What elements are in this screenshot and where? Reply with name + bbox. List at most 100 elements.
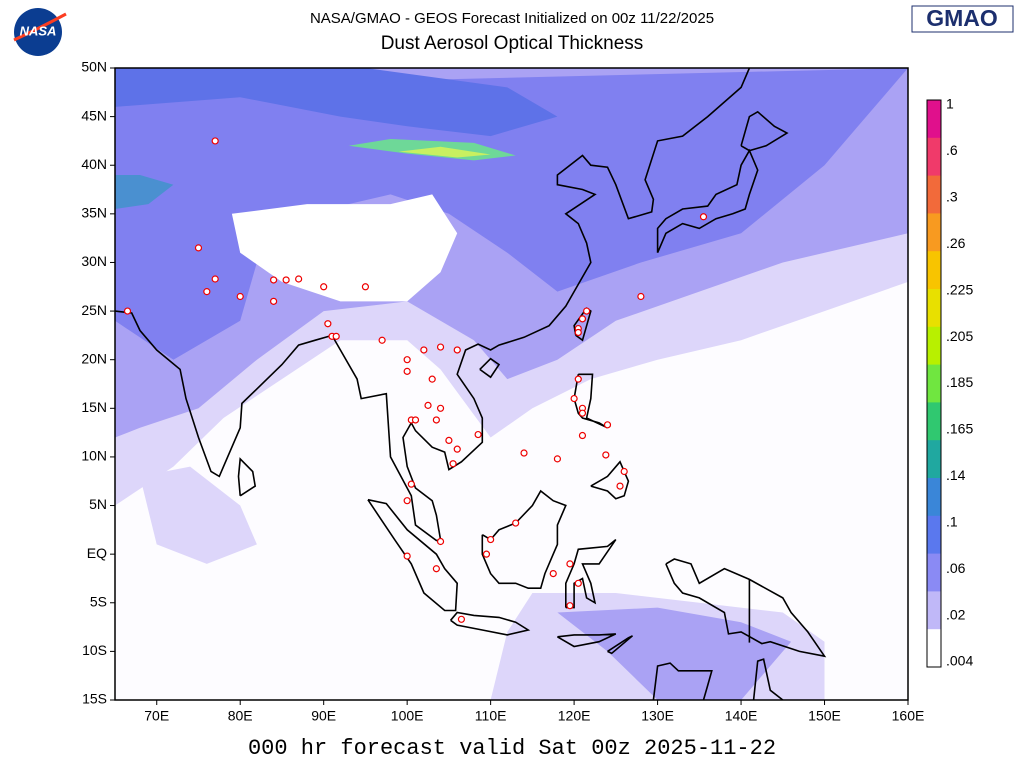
station (487, 535, 495, 544)
station (553, 455, 562, 463)
lat-label: 25N (81, 302, 107, 318)
lat-label: 10N (81, 448, 107, 464)
station (453, 346, 461, 354)
shade-region (115, 175, 174, 209)
station (378, 336, 386, 344)
colorbar-label: .185 (946, 374, 973, 390)
coastline (752, 658, 784, 700)
colorbar-label: .26 (946, 235, 966, 251)
station (403, 552, 411, 560)
nasa-logo: NASA (13, 8, 67, 56)
colorbar-label: .06 (946, 560, 966, 576)
colorbar-label: .004 (946, 653, 973, 669)
station (603, 421, 612, 429)
lon-label: 130E (641, 708, 674, 724)
colorbar-swatch (927, 251, 941, 290)
lat-label: 40N (81, 156, 107, 172)
lon-label: 110E (475, 708, 507, 724)
coastline (590, 460, 630, 500)
footer: 000 hr forecast valid Sat 00z 2025-11-22 (248, 736, 776, 761)
station (436, 343, 445, 351)
station (474, 430, 482, 439)
shade-region (398, 146, 491, 158)
shade-region (557, 607, 792, 700)
coastline (652, 662, 713, 700)
shade-region (115, 68, 908, 360)
stations (123, 137, 708, 623)
station (403, 356, 411, 364)
station (574, 375, 582, 383)
station (403, 497, 411, 505)
colorbar-label: 1 (946, 96, 954, 112)
nasa-swoosh (13, 12, 67, 42)
coastline (367, 498, 459, 612)
coastline (556, 633, 617, 648)
lon-label: 160E (892, 708, 925, 724)
map-frame (114, 67, 909, 701)
station (332, 332, 340, 340)
station (211, 275, 219, 283)
lat-label: 5S (90, 593, 107, 609)
station (432, 416, 440, 424)
coastline (115, 68, 751, 542)
lat-label: 15S (82, 691, 107, 707)
gmao-logo: GMAO (911, 5, 1014, 33)
station (445, 436, 453, 444)
station (583, 307, 591, 315)
colorbar-label: .225 (946, 281, 973, 297)
station (453, 445, 461, 453)
shade-region (231, 194, 458, 302)
lat-label: EQ (87, 545, 107, 561)
lat-label: 5N (89, 496, 107, 512)
nasa-disc (14, 8, 62, 56)
station (194, 244, 203, 252)
station (123, 307, 132, 315)
lat-label: 15N (81, 399, 107, 415)
colorbar-swatch (927, 478, 941, 517)
colorbar-swatch (927, 629, 941, 668)
lon-label: 90E (311, 708, 336, 724)
station (424, 401, 432, 409)
station (407, 480, 415, 488)
station (449, 460, 457, 468)
colorbar-swatch (927, 175, 941, 214)
colorbar-swatch (927, 515, 941, 555)
station (578, 431, 587, 440)
station (282, 276, 290, 284)
station (320, 283, 328, 291)
station (616, 482, 624, 490)
station (578, 315, 587, 323)
coastline (573, 373, 608, 429)
station (270, 297, 278, 305)
colorbar-label: .1 (946, 513, 958, 529)
station (420, 346, 428, 354)
station (520, 449, 528, 457)
shade-region (140, 466, 257, 564)
station (549, 569, 557, 578)
station (578, 409, 587, 417)
station (512, 519, 520, 527)
station (295, 275, 303, 283)
station (699, 213, 708, 221)
coastline (479, 357, 501, 379)
shade-region (115, 68, 558, 137)
lon-label: 120E (558, 708, 591, 724)
station (566, 602, 574, 610)
station (411, 416, 420, 424)
lat-label: 30N (81, 253, 107, 269)
coastline (237, 457, 257, 497)
colorbar-label: .3 (946, 189, 958, 205)
colorbar-swatch (927, 553, 941, 592)
station (637, 292, 645, 301)
lat-label: 20N (81, 350, 107, 366)
header-line: NASA/GMAO - GEOS Forecast Initialized on… (310, 10, 714, 27)
colorbar-swatch (927, 213, 941, 252)
station (270, 276, 278, 284)
coastline (665, 558, 827, 658)
station (436, 537, 445, 546)
axes: 50N 45N 40N 35N 30N 25N 20N 15N 10N 5N EQ 5S 10S 15S 7… (81, 59, 924, 724)
gmao-box (911, 5, 1014, 33)
colorbar-swatch (927, 591, 941, 630)
station (432, 565, 440, 573)
